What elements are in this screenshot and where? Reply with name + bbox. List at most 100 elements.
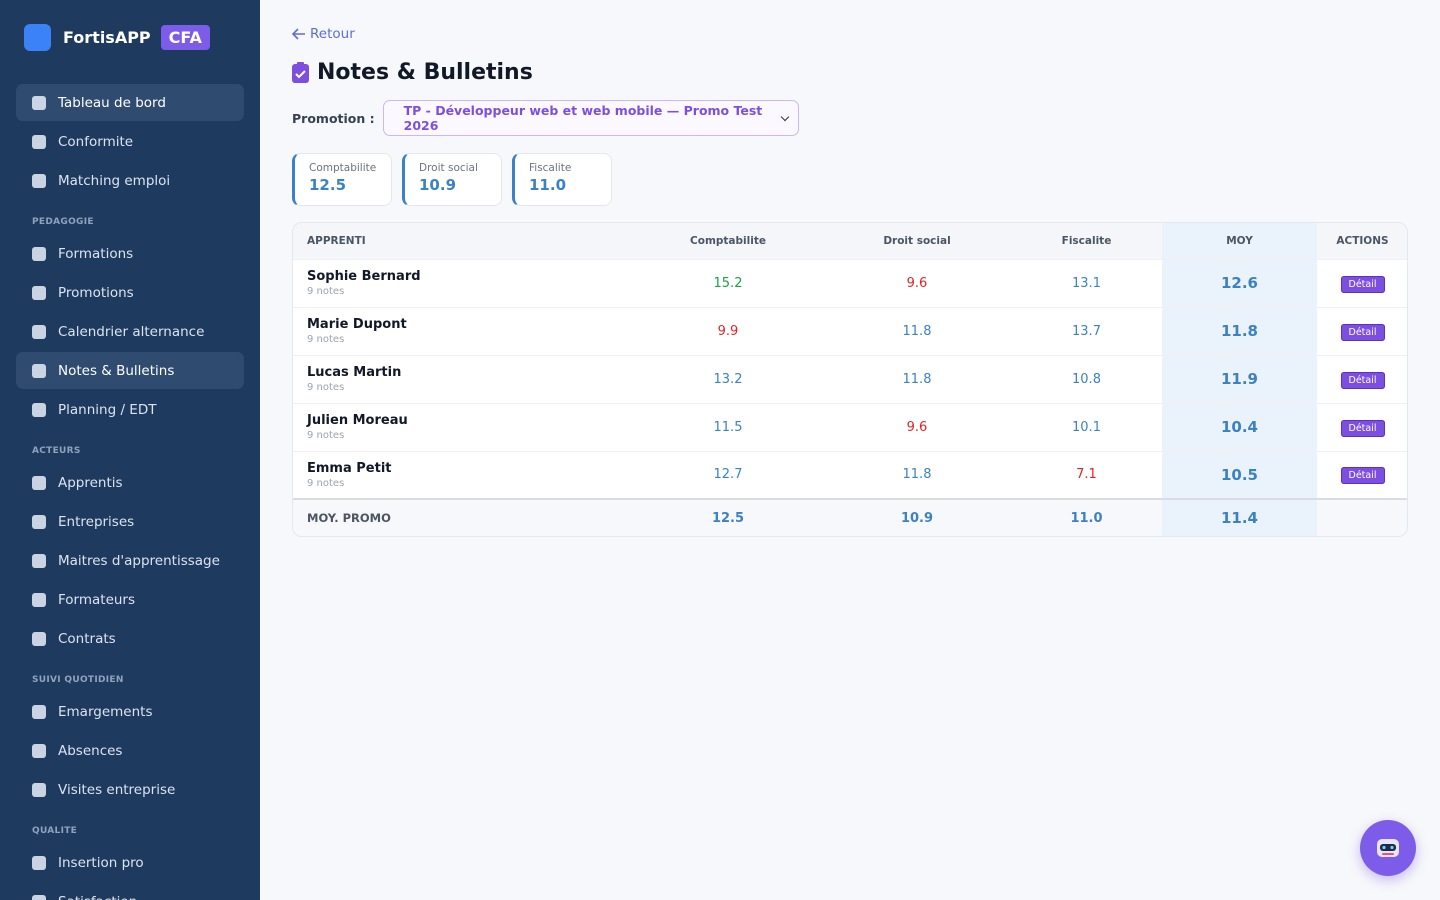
grade-cell: 13.1 [1011,258,1162,307]
nav-section: QUALITE [32,826,78,836]
nav-label: Tableau de bord [58,94,166,111]
page-title: Notes & Bulletins [292,60,533,85]
student-name: Marie Dupont [307,317,407,332]
student-name: Julien Moreau [307,413,408,428]
grade-cell: 13.7 [1011,306,1162,355]
student-cell: Sophie Bernard 9 notes [293,258,633,307]
nav-item[interactable]: Satisfaction [16,883,244,900]
detail-button[interactable]: Détail [1340,371,1385,389]
back-icon [292,28,305,40]
nav-item[interactable]: Maitres d'apprentissage [16,542,244,579]
nav-icon [32,173,46,188]
promotion-label: Promotion : [292,110,375,126]
nav-item[interactable]: Formateurs [16,581,244,618]
student-cell: Marie Dupont 9 notes [293,306,633,355]
nav-icon [32,631,46,646]
action-cell: Détail [1317,258,1407,307]
nav-label: Maitres d'apprentissage [58,552,220,569]
nav-item[interactable]: Apprentis [16,464,244,501]
title-icon [292,62,309,83]
nav-item[interactable]: Visites entreprise [16,771,244,808]
assistant-button[interactable] [1360,820,1416,876]
column-header: Comptabilite [633,223,823,259]
grade-cell: 13.2 [633,354,823,403]
stat-label: Fiscalite [529,162,572,174]
student-notes: 9 notes [307,430,345,441]
detail-button[interactable]: Détail [1340,275,1385,293]
nav-icon [32,592,46,607]
action-cell: Détail [1317,354,1407,403]
nav-icon [32,553,46,568]
student-row: Lucas Martin 9 notes 13.2 11.8 10.8 11.9 Détai… [293,354,1407,403]
grades-table: APPRENTI Comptabilite Droit social Fiscalit… [292,222,1408,537]
nav-icon [32,743,46,758]
grade-cell: 11.5 [633,402,823,451]
back-link[interactable]: Retour [292,26,355,42]
nav-item[interactable]: Insertion pro [16,844,244,881]
nav-label: Matching emploi [58,172,171,189]
nav-item[interactable]: Absences [16,732,244,769]
footer-empty [1317,498,1407,536]
stat-value: 10.9 [419,176,457,194]
average-cell: 10.5 [1162,450,1317,499]
nav-item[interactable]: Conformite [16,123,244,160]
grade-cell: 11.8 [823,354,1011,403]
promotion-select[interactable]: TP - Développeur web et web mobile — Pro… [382,100,799,136]
nav-item[interactable]: Entreprises [16,503,244,540]
nav: Tableau de bord Conformite Matching emploi… [16,84,244,900]
footer-average: 11.4 [1162,498,1317,536]
logo [24,24,51,51]
nav-icon [32,704,46,719]
back-text: Retour [310,26,355,42]
nav-label: Planning / EDT [58,401,157,418]
grade-cell: 11.8 [823,450,1011,499]
footer-row: MOY. PROMO 12.5 10.9 11.0 11.4 [293,498,1407,536]
nav-item[interactable]: Formations [16,235,244,272]
nav-section: ACTEURS [32,446,81,456]
nav-item[interactable]: Emargements [16,693,244,730]
student-cell: Julien Moreau 9 notes [293,402,633,451]
nav-icon [32,514,46,529]
action-cell: Détail [1317,306,1407,355]
column-header: Droit social [823,223,1011,259]
nav-icon [32,782,46,797]
student-row: Julien Moreau 9 notes 11.5 9.6 10.1 10.4 Détai… [293,402,1407,451]
header-row: APPRENTI Comptabilite Droit social Fiscalit… [293,223,1407,259]
detail-button[interactable]: Détail [1340,323,1385,341]
stat-value: 12.5 [309,176,347,194]
footer-label: MOY. PROMO [293,498,633,536]
nav-item[interactable]: Calendrier alternance [16,313,244,350]
student-row: Marie Dupont 9 notes 9.9 11.8 13.7 11.8 Détail [293,306,1407,355]
promotion-filter: Promotion : TP - Développeur web et web … [292,100,799,136]
nav-label: Apprentis [58,474,123,491]
detail-button[interactable]: Détail [1340,467,1385,485]
nav-item[interactable]: Matching emploi [16,162,244,199]
nav-item[interactable]: Tableau de bord [16,84,244,121]
nav-icon [32,246,46,261]
sidebar: FortisAPP CFA Tableau de bord Conformite M… [0,0,260,900]
nav-label: Promotions [58,284,134,301]
nav-item[interactable]: Notes & Bulletins [16,352,244,389]
column-header: Fiscalite [1011,223,1162,259]
table-foot: MOY. PROMO 12.5 10.9 11.0 11.4 [293,498,1407,536]
average-cell: 10.4 [1162,402,1317,451]
student-cell: Lucas Martin 9 notes [293,354,633,403]
grade-cell: 9.9 [633,306,823,355]
detail-button[interactable]: Détail [1340,419,1385,437]
nav-label: Calendrier alternance [58,323,205,340]
average-cell: 11.8 [1162,306,1317,355]
nav-label: Emargements [58,703,153,720]
grade-cell: 9.6 [823,258,1011,307]
nav-item[interactable]: Contrats [16,620,244,657]
stat-card: Droit social 10.9 [402,153,502,206]
student-name: Lucas Martin [307,365,402,380]
nav-item[interactable]: Promotions [16,274,244,311]
nav-label: Visites entreprise [58,781,176,798]
nav-label: Entreprises [58,513,135,530]
nav-item[interactable]: Planning / EDT [16,391,244,428]
bot-icon [1377,839,1399,857]
column-header: ACTIONS [1317,223,1407,259]
footer-grade: 11.0 [1011,498,1162,536]
grade-cell: 11.8 [823,306,1011,355]
